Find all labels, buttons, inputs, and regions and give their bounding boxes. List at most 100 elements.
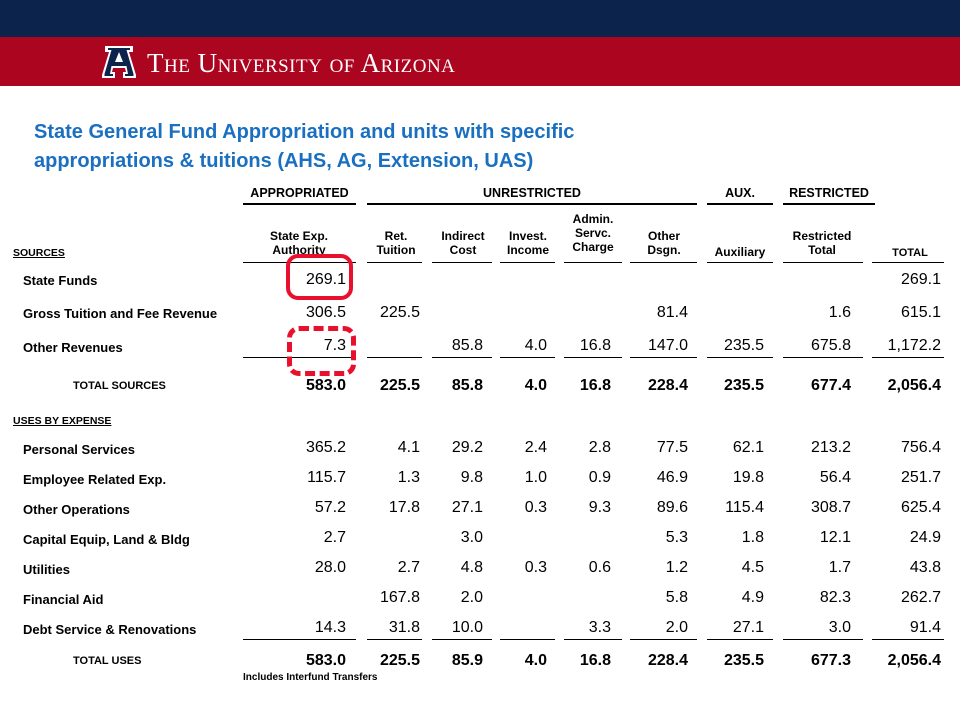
cell: 1.7 [828, 559, 851, 576]
total-rule [564, 357, 622, 358]
cell: 269.1 [900, 271, 941, 288]
header-rule [243, 262, 356, 263]
cell: 235.5 [723, 337, 764, 354]
col-header-admin-servc-charge: Admin. Servc. Charge [572, 212, 614, 254]
col-header-auxiliary: Auxiliary [714, 245, 766, 259]
cell: 2,056.4 [887, 377, 941, 394]
header-rule [500, 262, 555, 263]
title-line-2: appropriations & tuitions (AHS, AG, Exte… [34, 150, 534, 172]
university-banner [0, 37, 960, 86]
cell: 615.1 [900, 304, 941, 321]
cell: 269.1 [305, 271, 346, 288]
cell: 16.8 [579, 377, 611, 394]
cell: 228.4 [647, 652, 688, 669]
row-label-gross-tuition: Gross Tuition and Fee Revenue [23, 306, 218, 321]
cell: 677.4 [810, 377, 851, 394]
cell: 24.9 [909, 529, 941, 546]
cell: 0.3 [524, 499, 547, 516]
cell: 583.0 [305, 377, 346, 394]
total-rule [783, 639, 863, 640]
total-rule [630, 639, 697, 640]
cell: 19.8 [732, 469, 764, 486]
highlight-circle-state-funds [286, 254, 353, 300]
cell: 27.1 [732, 619, 764, 636]
cell: 91.4 [909, 619, 941, 636]
cell: 85.9 [451, 652, 483, 669]
total-rule [500, 357, 555, 358]
header-rule [630, 262, 697, 263]
col-header-restricted-total: Restricted Total [792, 229, 852, 257]
cell: 115.7 [307, 469, 346, 486]
row-label-employee-related: Employee Related Exp. [23, 472, 167, 487]
cell: 2.0 [460, 589, 483, 606]
cell: 16.8 [579, 652, 611, 669]
cell: 82.3 [819, 589, 851, 606]
cell: 308.7 [810, 499, 851, 516]
cell: 235.5 [723, 377, 764, 394]
cell: 675.8 [810, 337, 851, 354]
cell: 4.1 [397, 439, 420, 456]
total-rule [872, 639, 944, 640]
cell: 89.6 [656, 499, 688, 516]
row-label-financial-aid: Financial Aid [23, 592, 104, 607]
total-rule [564, 639, 622, 640]
col-header-state-exp-authority: State Exp. Authority [269, 229, 329, 257]
row-label-total-sources: TOTAL SOURCES [73, 380, 166, 392]
cell: 2,056.4 [887, 652, 941, 669]
cell: 4.8 [460, 559, 483, 576]
cell: 115.4 [725, 499, 764, 516]
header-rule [564, 262, 622, 263]
section-label-uses: USES BY EXPENSE [13, 415, 112, 427]
total-rule [707, 639, 773, 640]
cell: 228.4 [647, 377, 688, 394]
header-rule [367, 262, 422, 263]
arizona-a-logo-icon [102, 46, 136, 78]
cell: 4.0 [524, 652, 547, 669]
cell: 1.2 [665, 559, 688, 576]
cell: 1.0 [524, 469, 547, 486]
cell: 85.8 [451, 377, 483, 394]
cell: 81.4 [656, 304, 688, 321]
cell: 77.5 [656, 439, 688, 456]
cell: 756.4 [900, 439, 941, 456]
total-rule [707, 357, 773, 358]
cell: 14.3 [314, 619, 346, 636]
cell: 225.5 [379, 377, 420, 394]
cell: 306.5 [305, 304, 346, 321]
section-label-sources: SOURCES [13, 247, 65, 259]
cell: 4.9 [741, 589, 764, 606]
cell: 251.7 [900, 469, 941, 486]
cell: 225.5 [379, 304, 420, 321]
col-header-ret-tuition: Ret. Tuition [376, 229, 416, 257]
total-rule [432, 357, 492, 358]
cell: 2.8 [588, 439, 611, 456]
col-header-invest-income: Invest. Income [506, 229, 549, 257]
header-rule [872, 262, 944, 263]
col-header-indirect-cost: Indirect Cost [441, 229, 485, 257]
cell: 235.5 [723, 652, 764, 669]
row-label-personal-services: Personal Services [23, 442, 136, 457]
cell: 147.0 [647, 337, 688, 354]
cell: 27.1 [451, 499, 483, 516]
cell: 9.3 [588, 499, 611, 516]
total-rule [783, 357, 863, 358]
header-rule [783, 262, 863, 263]
cell: 0.3 [524, 559, 547, 576]
group-aux-rule [707, 203, 773, 205]
row-label-other-revenues: Other Revenues [23, 340, 123, 355]
cell: 583.0 [305, 652, 346, 669]
cell: 1.3 [397, 469, 420, 486]
group-appropriated-rule [243, 203, 356, 205]
group-restricted-rule [783, 203, 875, 205]
cell: 46.9 [656, 469, 688, 486]
cell: 3.0 [460, 529, 483, 546]
cell: 2.7 [397, 559, 420, 576]
row-label-debt-service: Debt Service & Renovations [23, 622, 197, 637]
total-rule [872, 357, 944, 358]
footnote: Includes Interfund Transfers [243, 672, 378, 683]
cell: 12.1 [819, 529, 851, 546]
cell: 5.8 [665, 589, 688, 606]
cell: 56.4 [819, 469, 851, 486]
total-rule [367, 639, 422, 640]
col-header-other-dsgn: Other Dsgn. [647, 229, 681, 257]
